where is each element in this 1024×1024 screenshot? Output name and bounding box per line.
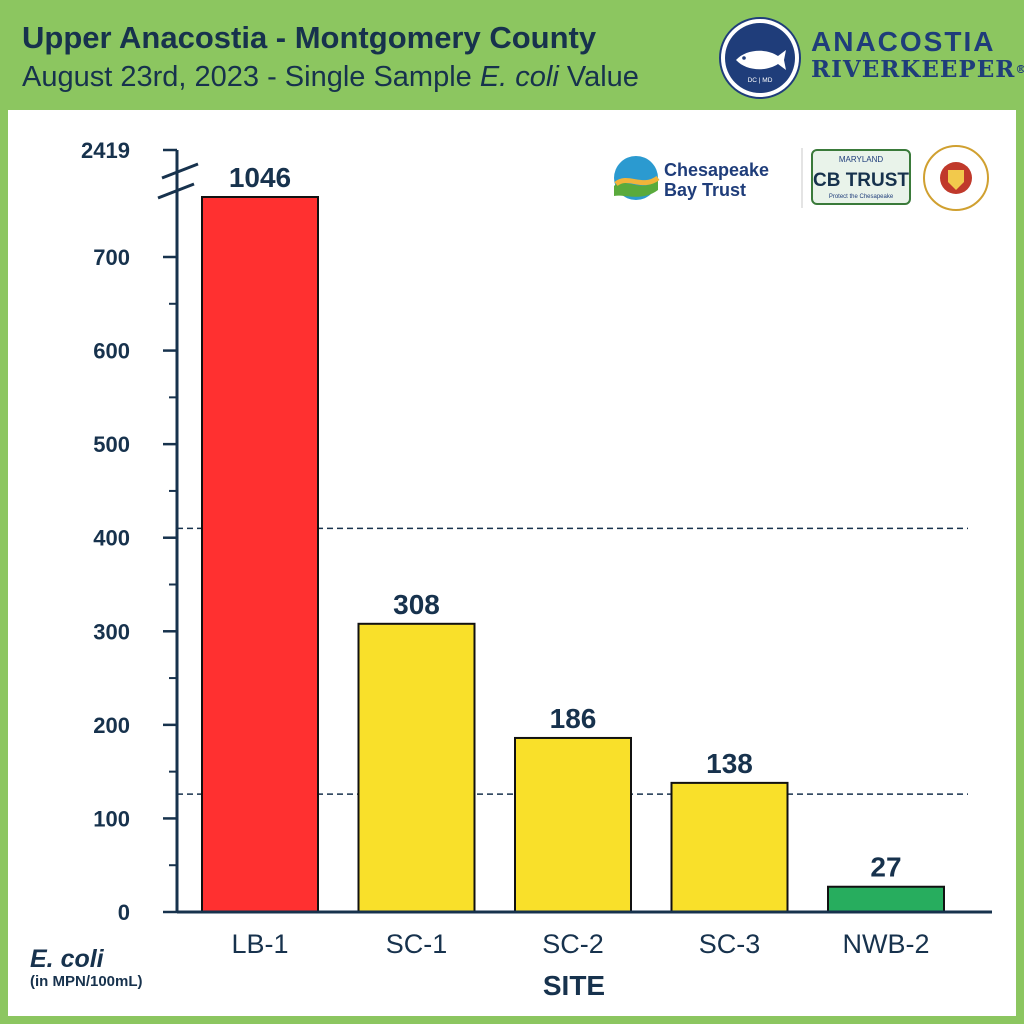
x-axis-title: SITE xyxy=(543,970,605,1001)
value-label-SC-1: 308 xyxy=(393,589,440,620)
subtitle-species: E. coli xyxy=(479,61,559,93)
y-tick-label-300: 300 xyxy=(93,619,130,644)
axis-break-mark-upper xyxy=(161,162,199,180)
plate-text: CB TRUST xyxy=(813,170,909,191)
subtitle-prefix: August 23rd, 2023 - Single Sample xyxy=(22,61,480,93)
axis-break-mark-lower xyxy=(157,182,195,200)
plate-sub: Protect the Chesapeake xyxy=(829,194,894,200)
badge-bottom-text: DC | MD xyxy=(748,77,773,84)
subtitle-suffix: Value xyxy=(558,61,639,93)
value-label-LB-1: 1046 xyxy=(229,162,291,193)
y-tick-label-400: 400 xyxy=(93,526,130,551)
x-tick-label-LB-1: LB-1 xyxy=(231,929,288,959)
bar-SC-1 xyxy=(357,622,476,913)
montgomery-county-seal xyxy=(923,145,989,211)
value-label-SC-2: 186 xyxy=(550,703,597,734)
cbt-line2: Bay Trust xyxy=(664,180,746,200)
value-label-NWB-2: 27 xyxy=(870,852,901,883)
registered-mark: ® xyxy=(1015,63,1024,76)
y-axis-unit-label: E. coli (in MPN/100mL) xyxy=(30,945,143,991)
value-label-SC-3: 138 xyxy=(706,748,753,779)
unit-line2: (in MPN/100mL) xyxy=(30,973,143,990)
riverkeeper-line2: RIVERKEEPER® xyxy=(811,56,1024,84)
chart-subtitle: August 23rd, 2023 - Single Sample E. col… xyxy=(22,58,639,96)
x-tick-label-SC-3: SC-3 xyxy=(699,929,761,959)
plate-state: MARYLAND xyxy=(839,155,884,164)
bar-LB-1 xyxy=(201,196,319,913)
riverkeeper-badge-icon: DC | MD xyxy=(719,17,801,99)
license-plate-logo: MARYLAND CB TRUST Protect the Chesapeake xyxy=(811,149,911,205)
x-tick-label-SC-2: SC-2 xyxy=(542,929,604,959)
cbt-line1: Chesapeake xyxy=(664,160,769,180)
y-tick-label-axis-max: 2419 xyxy=(81,138,130,163)
y-tick-label-700: 700 xyxy=(93,245,130,270)
riverkeeper-wordmark: ANACOSTIA RIVERKEEPER® xyxy=(811,28,1024,84)
y-tick-label-0: 0 xyxy=(118,900,130,925)
license-plate-icon xyxy=(811,149,911,205)
unit-line1: E. coli xyxy=(30,945,104,973)
y-tick-label-600: 600 xyxy=(93,339,130,364)
y-tick-label-200: 200 xyxy=(93,713,130,738)
y-tick-label-500: 500 xyxy=(93,432,130,457)
partner-logos: Chesapeake Bay Trust MARYLAND CB TRUST P… xyxy=(614,145,989,211)
bar-SC-2 xyxy=(514,736,632,914)
x-tick-label-NWB-2: NWB-2 xyxy=(843,929,930,959)
riverkeeper-line2-text: RIVERKEEPER xyxy=(811,56,1016,83)
bar-SC-3 xyxy=(670,781,789,913)
bar-NWB-2 xyxy=(827,885,945,914)
riverkeeper-line1: ANACOSTIA xyxy=(811,26,996,57)
title-block: Upper Anacostia - Montgomery County Augu… xyxy=(22,18,639,96)
chart-title: Upper Anacostia - Montgomery County xyxy=(22,20,597,55)
x-tick-label-SC-1: SC-1 xyxy=(386,929,448,959)
chesapeake-bay-trust-logo: Chesapeake Bay Trust xyxy=(614,156,769,200)
riverkeeper-logo: DC | MD ANACOSTIA RIVERKEEPER® xyxy=(718,14,1024,102)
y-tick-label-100: 100 xyxy=(93,806,130,831)
